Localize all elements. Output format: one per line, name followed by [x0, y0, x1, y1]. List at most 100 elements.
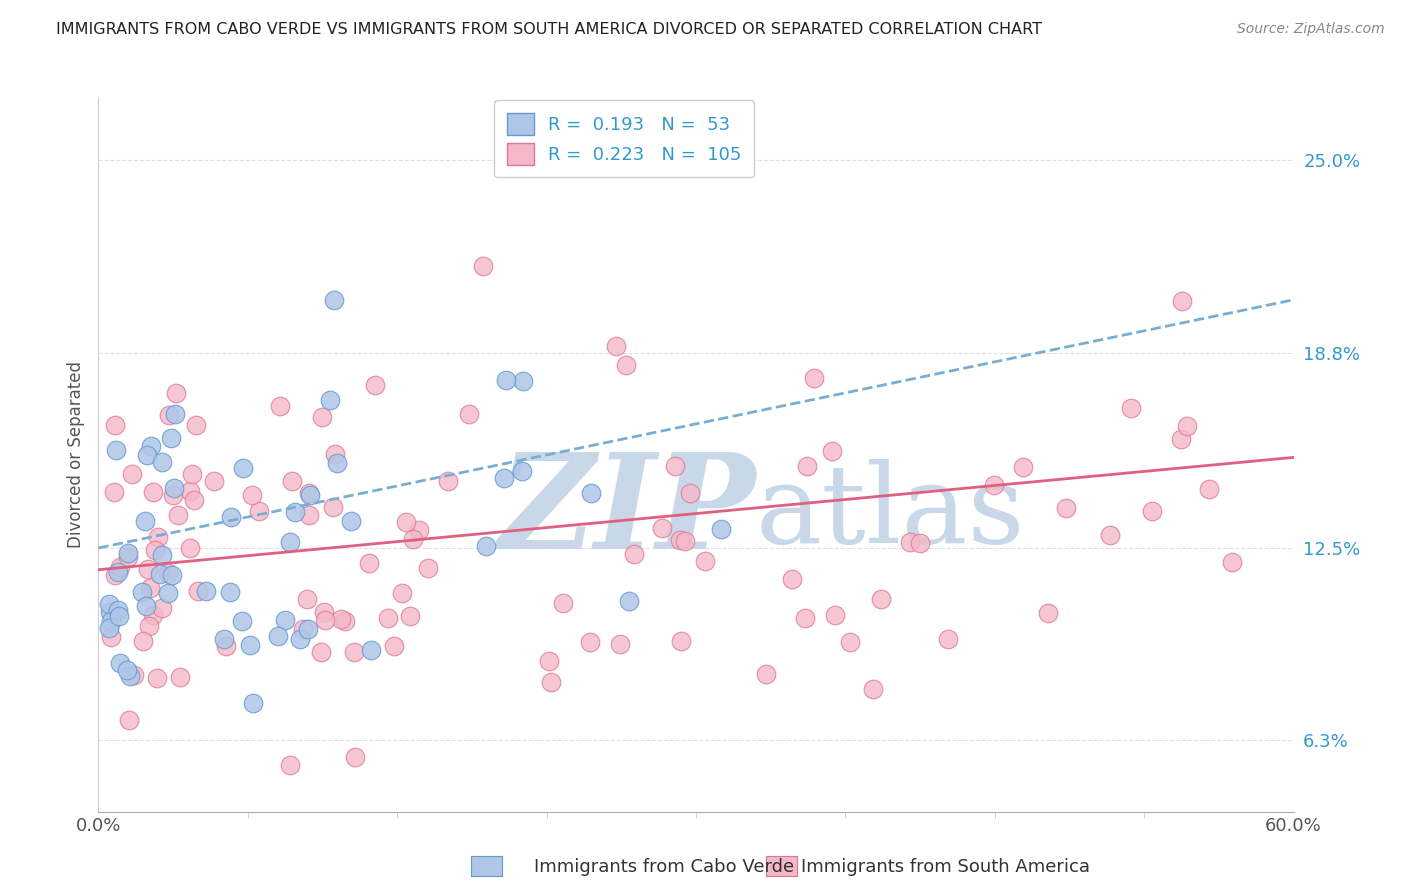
Point: [117, 549, 139, 564]
Point: [281, 474, 304, 488]
Point: [103, 485, 125, 500]
Text: Immigrants from Cabo Verde: Immigrants from Cabo Verde: [534, 858, 794, 876]
Point: [673, 533, 696, 548]
Point: [179, 541, 201, 556]
Point: [821, 444, 844, 458]
Point: [135, 448, 157, 462]
Point: [360, 643, 382, 657]
Point: [325, 456, 347, 470]
Point: [150, 601, 173, 615]
Point: [311, 409, 333, 424]
Point: [298, 486, 321, 500]
Point: [269, 399, 291, 413]
Point: [165, 385, 187, 400]
Point: [395, 516, 418, 530]
Point: [457, 407, 479, 421]
Point: [184, 418, 207, 433]
Point: [1198, 482, 1220, 496]
Point: [100, 630, 122, 644]
Point: [165, 407, 187, 421]
Point: [240, 488, 263, 502]
Point: [1171, 293, 1194, 308]
Text: Source: ZipAtlas.com: Source: ZipAtlas.com: [1237, 22, 1385, 37]
Point: [195, 584, 218, 599]
Point: [169, 670, 191, 684]
Point: [619, 594, 641, 608]
Point: [202, 475, 225, 489]
Point: [318, 392, 340, 407]
Point: [298, 488, 321, 502]
Point: [311, 645, 333, 659]
Point: [118, 714, 141, 728]
Point: [292, 622, 315, 636]
Point: [512, 374, 534, 388]
Point: [163, 481, 186, 495]
Point: [162, 568, 184, 582]
Point: [156, 585, 179, 599]
Point: [402, 532, 425, 546]
Point: [139, 439, 162, 453]
Point: [609, 637, 631, 651]
Point: [212, 632, 235, 646]
Point: [669, 533, 692, 548]
Text: atlas: atlas: [756, 458, 1025, 566]
Point: [794, 611, 817, 625]
Point: [314, 613, 336, 627]
Point: [710, 522, 733, 536]
Point: [870, 592, 893, 607]
Point: [110, 560, 132, 574]
Point: [322, 500, 344, 515]
Point: [167, 508, 190, 522]
Point: [1038, 607, 1060, 621]
Point: [97, 597, 120, 611]
Point: [579, 486, 602, 500]
Point: [796, 458, 818, 473]
Point: [231, 614, 253, 628]
Point: [150, 455, 173, 469]
Point: [145, 671, 167, 685]
Point: [437, 474, 460, 488]
Point: [898, 534, 921, 549]
Point: [232, 460, 254, 475]
Point: [605, 338, 627, 352]
Point: [143, 543, 166, 558]
Point: [239, 638, 262, 652]
Point: [323, 293, 346, 307]
Point: [266, 629, 288, 643]
Point: [693, 554, 716, 568]
Point: [983, 478, 1005, 492]
Point: [782, 572, 804, 586]
Point: [384, 639, 406, 653]
Point: [329, 612, 352, 626]
Point: [107, 603, 129, 617]
Point: [936, 632, 959, 646]
Point: [138, 619, 160, 633]
Point: [179, 484, 201, 499]
Point: [157, 408, 180, 422]
Point: [297, 623, 319, 637]
Point: [1099, 528, 1122, 542]
Point: [679, 485, 702, 500]
Point: [416, 560, 439, 574]
Point: [579, 635, 602, 649]
Point: [298, 508, 321, 523]
Point: [104, 568, 127, 582]
Point: [136, 562, 159, 576]
Point: [160, 431, 183, 445]
Point: [142, 607, 165, 622]
Point: [247, 504, 270, 518]
Point: [117, 546, 139, 560]
Point: [98, 621, 121, 635]
Point: [121, 467, 143, 482]
Point: [540, 674, 562, 689]
Point: [221, 510, 243, 524]
Point: [664, 458, 686, 473]
Point: [495, 373, 517, 387]
Point: [1054, 500, 1077, 515]
Point: [391, 586, 413, 600]
Point: [623, 547, 645, 561]
Point: [399, 609, 422, 624]
Point: [475, 539, 498, 553]
Point: [510, 464, 533, 478]
Point: [377, 611, 399, 625]
